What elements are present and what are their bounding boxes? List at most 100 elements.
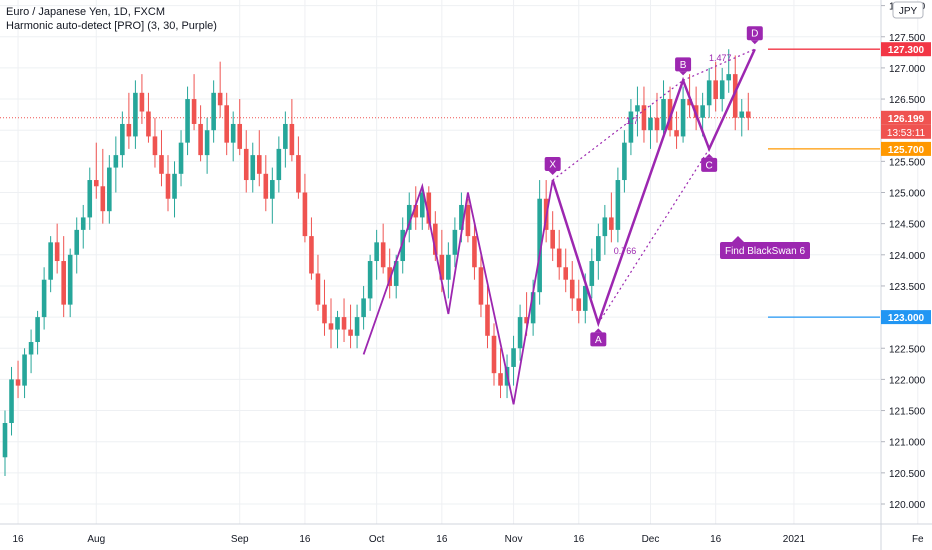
candle-body bbox=[243, 148, 249, 181]
candle-body bbox=[582, 285, 588, 311]
currency-badge-box[interactable] bbox=[892, 1, 924, 19]
candle-body bbox=[576, 298, 582, 311]
candle-body bbox=[569, 279, 575, 299]
price-label: 126.199 bbox=[881, 110, 931, 125]
candle-body bbox=[230, 123, 236, 143]
pattern-point-pointer bbox=[548, 171, 557, 176]
pattern-point-pointer bbox=[750, 40, 759, 45]
price-tick-label: 124.500 bbox=[889, 220, 926, 231]
pattern-point-d[interactable]: D bbox=[746, 26, 763, 45]
candle-body bbox=[270, 180, 275, 199]
pattern-point-box bbox=[590, 332, 607, 347]
candle-body bbox=[393, 261, 399, 286]
countdown-label: 13:53:11 bbox=[881, 124, 931, 139]
ratio-connector bbox=[597, 148, 710, 324]
candle-body bbox=[628, 111, 634, 143]
candle-body bbox=[654, 117, 660, 131]
price-label: 127.300 bbox=[881, 42, 931, 57]
candle-body bbox=[713, 80, 718, 100]
annotation-label[interactable]: Find BlackSwan 6 bbox=[720, 236, 810, 259]
price-tick-label: 121.500 bbox=[889, 407, 926, 418]
candle-body bbox=[276, 148, 282, 181]
candle-body bbox=[648, 117, 653, 131]
price-tick-label: 124.000 bbox=[889, 251, 926, 262]
candle-body bbox=[100, 186, 106, 212]
candle-body bbox=[615, 180, 621, 230]
candle-body bbox=[739, 111, 745, 118]
candle-body bbox=[263, 173, 269, 199]
candle-body bbox=[635, 105, 640, 112]
price-tick-label: 125.000 bbox=[889, 189, 926, 200]
pattern-point-b[interactable]: B bbox=[675, 57, 692, 76]
time-tick-label: Fe bbox=[912, 534, 924, 545]
price-lines bbox=[0, 48, 880, 318]
price-label-text: 125.700 bbox=[888, 145, 925, 156]
candle-body bbox=[256, 155, 262, 174]
ratio-label: 1.7 bbox=[626, 116, 639, 126]
candle-body bbox=[426, 192, 432, 224]
candle-body bbox=[537, 198, 542, 293]
candle-body bbox=[165, 173, 171, 199]
candle-body bbox=[732, 74, 738, 118]
price-label-box bbox=[881, 310, 931, 325]
candle-body bbox=[178, 142, 184, 174]
indicator-title[interactable]: Harmonic auto-detect [PRO] (3, 30, Purpl… bbox=[6, 20, 217, 32]
price-label-text: 123.000 bbox=[888, 313, 925, 324]
candle-body bbox=[328, 323, 334, 330]
candle-body bbox=[54, 242, 60, 262]
candle-body bbox=[419, 192, 425, 218]
candle-body bbox=[478, 267, 484, 305]
candle-body bbox=[283, 123, 288, 149]
time-tick-label: Aug bbox=[87, 534, 105, 545]
candle-body bbox=[661, 99, 666, 131]
currency-badge[interactable]: JPY bbox=[892, 1, 924, 19]
candle-body bbox=[146, 111, 151, 137]
price-tick-label: 120.500 bbox=[889, 469, 926, 480]
pattern-point-box bbox=[544, 157, 561, 172]
price-tick-label: 120.000 bbox=[889, 500, 926, 511]
symbol-title: Euro / Japanese Yen, 1D, FXCM bbox=[6, 6, 165, 18]
candle-body bbox=[459, 204, 464, 230]
candle-body bbox=[726, 74, 732, 81]
candle-body bbox=[439, 254, 445, 280]
annotation-text: Find BlackSwan 6 bbox=[725, 246, 805, 257]
candle-body bbox=[172, 173, 177, 199]
candle-body bbox=[706, 80, 712, 106]
price-tick-label: 125.500 bbox=[889, 157, 926, 168]
currency-badge-label[interactable]: JPY bbox=[899, 6, 918, 17]
time-tick-label: 16 bbox=[299, 534, 311, 545]
candle-body bbox=[530, 292, 536, 324]
pattern-point-x[interactable]: X bbox=[544, 157, 561, 176]
candle-body bbox=[452, 229, 458, 255]
price-tick-label: 127.500 bbox=[889, 33, 926, 44]
candle-body bbox=[191, 99, 197, 124]
price-tick-label: 127.000 bbox=[889, 64, 926, 75]
candle-body bbox=[472, 236, 477, 268]
candle-body bbox=[67, 254, 73, 305]
pattern-point-c[interactable]: C bbox=[701, 153, 718, 172]
candle-body bbox=[296, 155, 301, 193]
candle-body bbox=[387, 267, 392, 286]
candle-body bbox=[211, 92, 216, 131]
candle-body bbox=[674, 130, 679, 137]
candle-body bbox=[511, 348, 516, 367]
candle-body bbox=[80, 217, 86, 230]
candle-body bbox=[41, 279, 47, 318]
candle-body bbox=[556, 248, 562, 268]
price-label-box bbox=[881, 141, 931, 156]
candle-body bbox=[550, 229, 555, 249]
candle-body bbox=[2, 423, 8, 458]
time-axis[interactable]: 16 Aug Sep 16 Oct 16 Nov 16 Dec 16 2021 Fe bbox=[0, 523, 932, 545]
candle-body bbox=[374, 242, 379, 262]
annotation-pointer bbox=[732, 236, 744, 242]
price-tick-label: 122.000 bbox=[889, 375, 926, 386]
countdown-text: 13:53:11 bbox=[887, 128, 926, 139]
price-axis[interactable]: 120.000 120.500 121.000 121.500 122.000 122.5… bbox=[880, 0, 931, 550]
time-tick-label: Sep bbox=[231, 534, 249, 545]
pattern-point-a[interactable]: A bbox=[590, 328, 607, 347]
candle-body bbox=[687, 99, 692, 106]
candle-body bbox=[289, 123, 295, 156]
candle-body bbox=[322, 304, 327, 324]
